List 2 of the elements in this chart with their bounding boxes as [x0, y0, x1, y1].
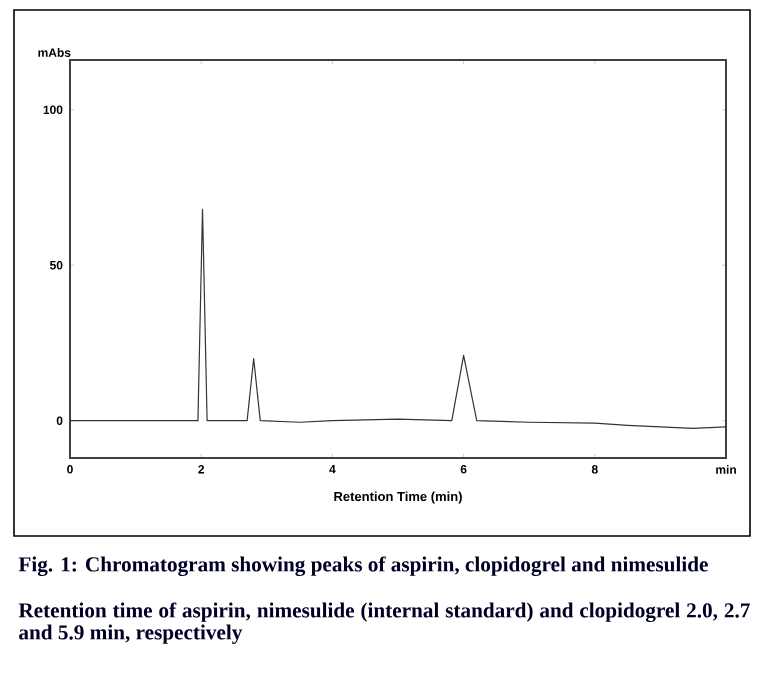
caption: Fig. 1: Chromatogram showing peaks of aspirin, clopidogrel and nimesulide — [18, 556, 708, 576]
text: Retention time of aspirin, nimesulide (internal standard) and clopidogrel 2.0, 2.7 and 5.9 min, respectively — [18, 602, 750, 644]
